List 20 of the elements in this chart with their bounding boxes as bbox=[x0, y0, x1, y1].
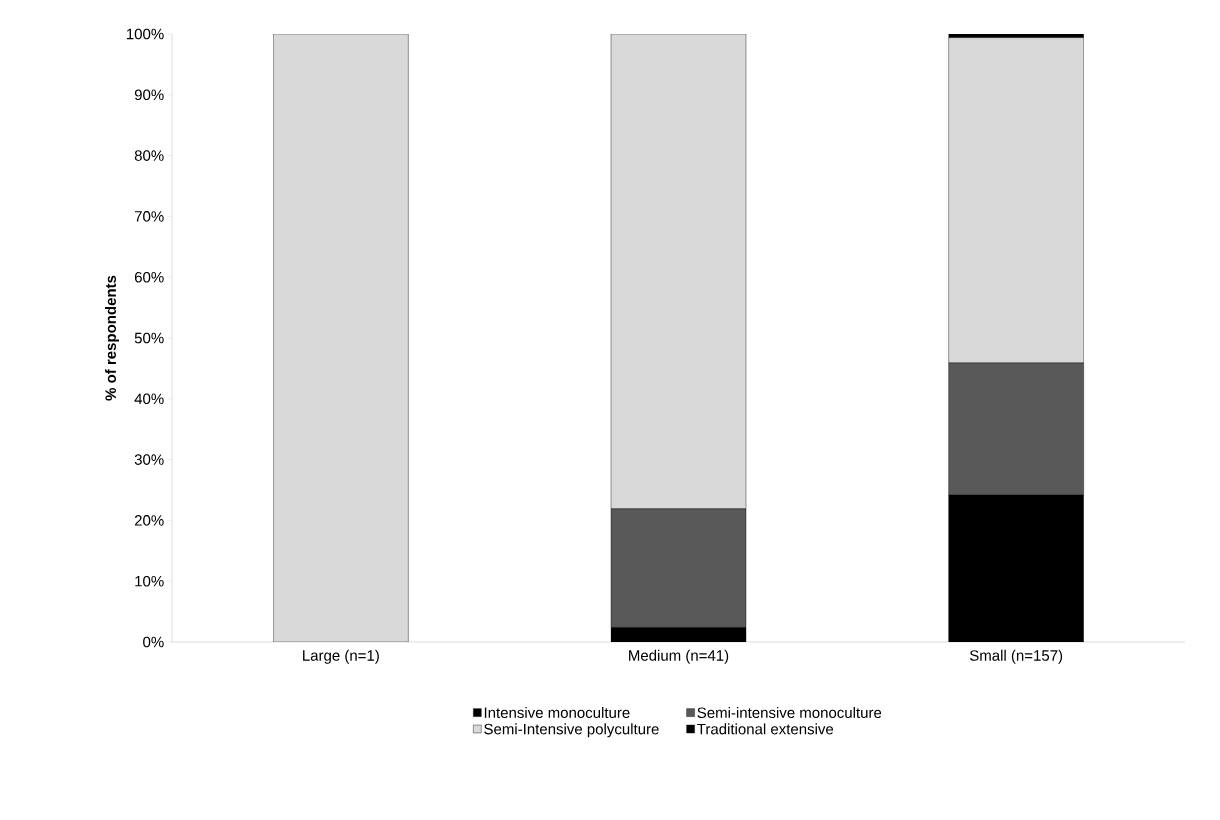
y-tick-label: 50% bbox=[134, 332, 164, 344]
y-tick-label: 30% bbox=[134, 454, 164, 465]
y-tick-label: 60% bbox=[134, 271, 164, 283]
y-tick-label: 10% bbox=[135, 575, 164, 587]
x-tick-label: Medium (n=41) bbox=[629, 649, 729, 664]
legend-label: Traditional extensive bbox=[697, 723, 834, 735]
bar bbox=[273, 34, 409, 642]
y-tick-label: 20% bbox=[134, 515, 164, 526]
legend-label: Semi-intensive monoculture bbox=[697, 707, 882, 719]
y-tick-label: 80% bbox=[134, 150, 164, 161]
y-tick-label: 90% bbox=[134, 89, 164, 101]
y-tick-label: 70% bbox=[134, 211, 164, 222]
y-tick-label: 0% bbox=[143, 636, 164, 648]
legend-label: Semi-Intensive polyculture bbox=[484, 723, 659, 738]
legend-label: Intensive monoculture bbox=[484, 707, 630, 719]
x-tick-label: Small (n=157) bbox=[969, 649, 1063, 664]
y-axis-title: % of respondents bbox=[104, 275, 119, 401]
y-tick-label: 100% bbox=[126, 28, 164, 40]
y-tick-label: 40% bbox=[134, 393, 164, 405]
x-tick-label: Large (n=1) bbox=[303, 649, 379, 664]
